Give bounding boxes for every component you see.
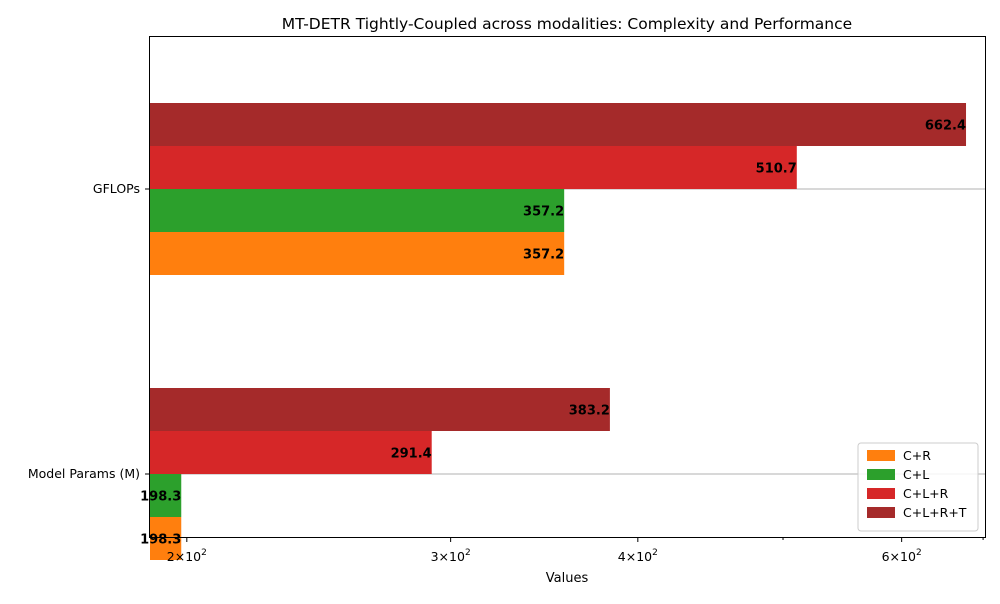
legend-label: C+R bbox=[903, 448, 931, 463]
x-tick-label: 2×102 bbox=[167, 548, 207, 564]
legend-swatch bbox=[867, 488, 895, 499]
x-tick-label: 3×102 bbox=[431, 548, 471, 564]
legend-swatch bbox=[867, 450, 895, 461]
x-tick-label: 4×102 bbox=[618, 548, 658, 564]
bar-value-label: 198.3 bbox=[140, 490, 181, 505]
chart-title: MT-DETR Tightly-Coupled across modalitie… bbox=[282, 15, 852, 33]
bar-value-label: 383.2 bbox=[569, 404, 610, 419]
bar bbox=[150, 189, 565, 232]
legend-label: C+L+R+T bbox=[903, 505, 967, 520]
bar bbox=[150, 517, 182, 560]
bar-value-label: 357.2 bbox=[523, 248, 564, 263]
bar-value-label: 510.7 bbox=[756, 162, 797, 177]
y-tick-label: GFLOPs bbox=[93, 181, 140, 196]
bar-value-label: 291.4 bbox=[391, 447, 432, 462]
legend-swatch bbox=[867, 469, 895, 480]
x-axis: 2×102 3×102 4×102 6×102 bbox=[167, 537, 984, 564]
data-labels: 357.2 198.3 357.2 198.3 510.7 291.4 662.4 383.2 bbox=[140, 119, 966, 548]
legend: C+R C+L C+L+R C+L+R+T bbox=[857, 442, 979, 532]
bars bbox=[150, 103, 967, 560]
bar bbox=[150, 474, 182, 517]
legend-label: C+L bbox=[903, 467, 929, 482]
bar bbox=[150, 146, 797, 189]
x-tick-label: 6×102 bbox=[882, 548, 922, 564]
legend-label: C+L+R bbox=[903, 486, 949, 501]
bar bbox=[150, 431, 432, 474]
bar-value-label: 357.2 bbox=[523, 205, 564, 220]
plot-frame bbox=[149, 36, 986, 538]
bar-value-label: 662.4 bbox=[925, 119, 966, 134]
y-axis: GFLOPs Model Params (M) bbox=[28, 181, 150, 481]
bar bbox=[150, 232, 565, 275]
legend-swatch bbox=[867, 507, 895, 518]
bar bbox=[150, 103, 967, 146]
x-axis-label: Values bbox=[546, 571, 589, 586]
y-tick-label: Model Params (M) bbox=[28, 466, 140, 481]
bar bbox=[150, 388, 610, 431]
bar-value-label: 198.3 bbox=[140, 533, 181, 548]
